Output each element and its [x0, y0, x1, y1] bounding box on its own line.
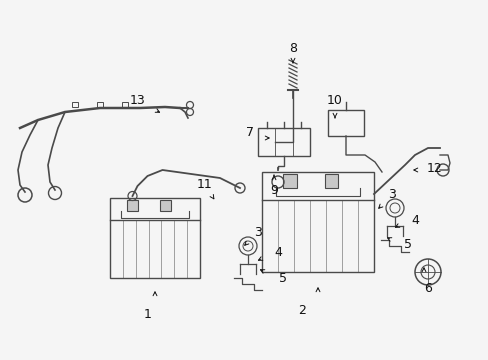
Bar — [160, 200, 171, 211]
Bar — [127, 200, 138, 211]
Bar — [258, 128, 309, 156]
Text: 3: 3 — [387, 189, 395, 202]
Bar — [97, 102, 103, 107]
Text: 5: 5 — [279, 271, 286, 284]
Text: 9: 9 — [269, 184, 277, 197]
Text: 4: 4 — [273, 246, 282, 258]
Text: 13: 13 — [130, 94, 145, 107]
Bar — [72, 102, 78, 107]
Bar — [327, 110, 363, 136]
Text: 4: 4 — [410, 213, 418, 226]
Text: 11: 11 — [197, 179, 212, 192]
Text: 3: 3 — [254, 225, 262, 238]
Bar — [110, 198, 200, 278]
Text: 8: 8 — [288, 41, 296, 54]
Bar — [324, 174, 338, 188]
Bar — [262, 172, 373, 272]
Bar — [283, 174, 296, 188]
Text: 12: 12 — [426, 162, 442, 175]
Text: 10: 10 — [326, 94, 342, 107]
Text: 6: 6 — [423, 282, 431, 294]
Text: 5: 5 — [403, 238, 411, 252]
Text: 2: 2 — [298, 303, 305, 316]
Bar — [122, 102, 128, 107]
Text: 7: 7 — [245, 126, 253, 139]
Text: 1: 1 — [144, 307, 152, 320]
